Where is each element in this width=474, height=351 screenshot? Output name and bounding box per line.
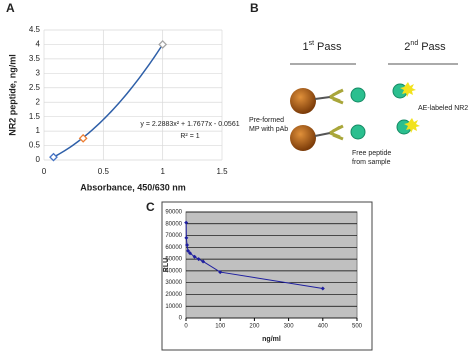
data-point [158, 40, 168, 49]
pass-word: Pass [421, 41, 446, 53]
diagram: 1st Pass 2nd Pass Pre-formed MP with pAb F… [249, 40, 468, 166]
y-tick-label: 60000 [165, 245, 182, 251]
x-tick-label: 100 [215, 324, 226, 330]
x-tick-label: 500 [352, 324, 363, 330]
annotation: y = 2.2883x² + 1.7677x - 0.0561 [140, 121, 239, 128]
data-point [185, 242, 190, 247]
panel-label: B [250, 1, 259, 15]
diagram-label: MP with pAb [249, 126, 288, 133]
y-tick-label: 0.5 [29, 141, 41, 150]
x-tick-label: 0 [184, 324, 188, 330]
y-tick-label: 30000 [165, 280, 182, 286]
pass-word: Pass [317, 41, 342, 53]
pass-heading: 2nd Pass [404, 40, 446, 53]
y-tick-label: 10000 [165, 304, 182, 310]
y-tick-label: 20000 [165, 292, 182, 298]
x-tick-label: 200 [249, 324, 260, 330]
x-tick-label: 0 [42, 167, 47, 176]
pass-suffix: st [309, 40, 315, 47]
y-tick-label: 50000 [165, 257, 182, 263]
trendline [53, 44, 164, 158]
data-point [188, 251, 193, 256]
x-axis-title: Absorbance, 450/630 nm [80, 182, 186, 192]
data-point [201, 259, 206, 264]
pass-heading: 1st Pass [302, 40, 342, 53]
y-tick-label: 4.5 [29, 25, 41, 34]
x-tick-label: 300 [284, 324, 295, 330]
y-tick-label: 70000 [165, 233, 182, 239]
x-tick-label: 0.5 [98, 167, 110, 176]
y-tick-label: 3.5 [29, 54, 41, 63]
y-tick-label: 1.5 [29, 112, 41, 121]
data-point [186, 248, 191, 253]
y-tick-label: 3 [36, 68, 41, 77]
panel-label: C [146, 200, 155, 214]
data-point [320, 286, 325, 291]
diagram-label: from sample [352, 159, 391, 166]
chart: 0 10000 20000 30000 40000 50000 60000 70000 8000… [163, 210, 363, 343]
data-point [218, 270, 223, 275]
y-tick-label: 2 [36, 97, 41, 106]
y-tick-label: 2.5 [29, 83, 41, 92]
y-tick-label: 0 [36, 155, 41, 164]
data-point [196, 257, 201, 262]
data-point [49, 152, 58, 162]
data-point [184, 235, 189, 240]
data-line [185, 222, 323, 290]
microparticle [290, 87, 366, 114]
data-point [192, 254, 197, 259]
y-tick-label: 90000 [165, 210, 182, 216]
y-axis-title: NR2 peptide, ng/ml [7, 54, 17, 136]
microparticle [290, 124, 366, 151]
x-tick-label: 400 [318, 324, 329, 330]
diagram-label: Pre-formed [249, 117, 284, 124]
y-tick-label: 80000 [165, 221, 182, 227]
data-point [78, 133, 88, 143]
y-axis-title: RLU [163, 258, 170, 272]
annotation: R² = 1 [180, 133, 199, 140]
chart: 0 0.5 1 1.5 2 2.5 3 3.5 4 4.5 0 0.5 1 1.5 Absorbance, … [7, 25, 239, 192]
panel-label: A [6, 1, 15, 15]
labeled-peptide [392, 82, 420, 135]
x-tick-label: 1 [160, 167, 165, 176]
pass-suffix: nd [410, 40, 418, 47]
y-tick-label: 1 [36, 126, 41, 135]
data-point [184, 220, 189, 225]
x-axis-title: ng/ml [262, 336, 281, 343]
diagram-label: Free peptide [352, 150, 391, 157]
plot-area [185, 211, 358, 319]
pass-number: 1 [302, 41, 308, 53]
y-tick-label: 40000 [165, 268, 182, 274]
diagram-label: AE-labeled NR2 [418, 105, 468, 112]
x-tick-label: 1.5 [216, 167, 228, 176]
y-tick-label: 0 [179, 316, 183, 322]
y-tick-label: 4 [36, 40, 41, 49]
pass-number: 2 [404, 41, 410, 53]
